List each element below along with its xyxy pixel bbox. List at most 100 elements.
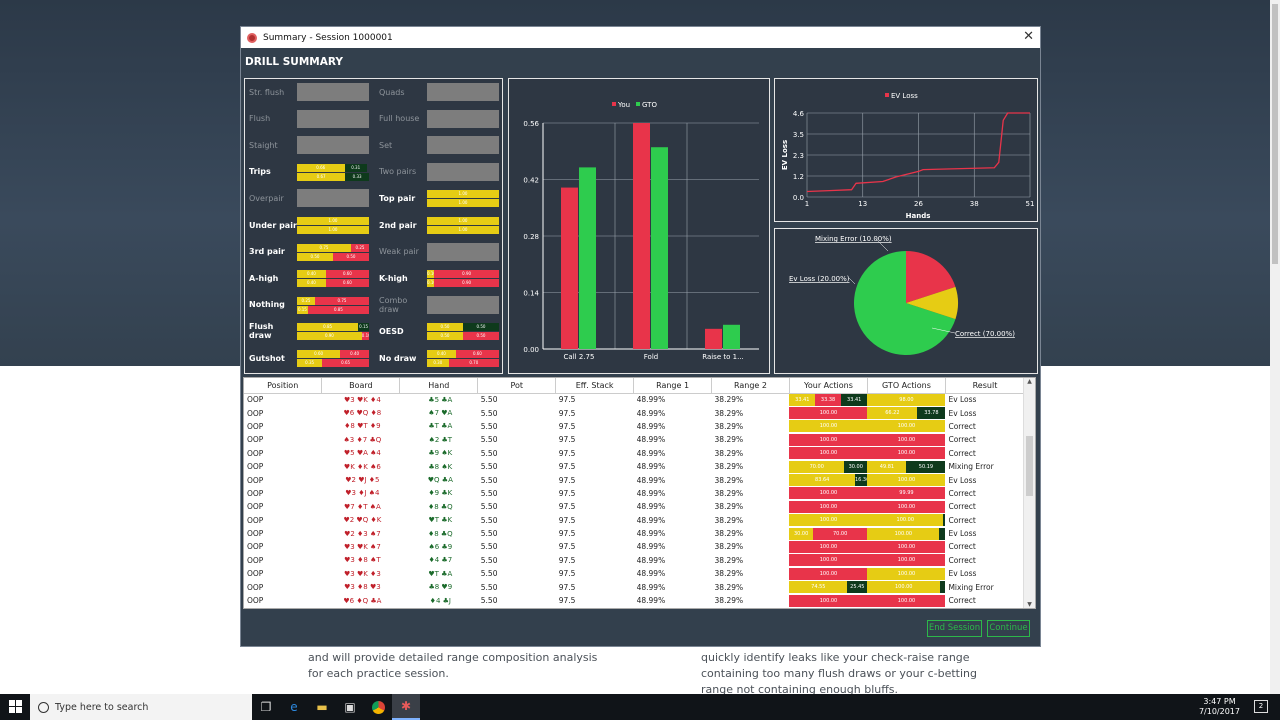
cell-r1: 48.99% [636, 596, 666, 606]
table-row[interactable]: OOP ♥6 ♦Q ♣A ♦4 ♣J 5.50 97.5 48.99% 38.29% 100.… [244, 594, 1025, 607]
column-header[interactable]: Position [244, 378, 323, 394]
table-row[interactable]: OOP ♥3 ♦J ♠4 ♦9 ♣K 5.50 97.5 48.99% 38.29% 100.… [244, 487, 1025, 500]
hand-class-staight: Staight [249, 133, 369, 157]
hand-class-set: Set [379, 133, 499, 157]
cell-pos: OOP [247, 395, 264, 405]
page-scrollbar-thumb[interactable] [1272, 4, 1278, 264]
hand-class-bar: 1.00 1.00 [297, 216, 369, 234]
action-cell: 100.00 [789, 500, 868, 513]
hand-class-label: Gutshot [249, 353, 285, 363]
table-row[interactable]: OOP ♥7 ♦T ♠A ♦8 ♣Q 5.50 97.5 48.99% 38.29% 100.… [244, 500, 1025, 513]
action-cell: 100.00 [789, 447, 868, 460]
table-row[interactable]: OOP ♥2 ♦3 ♠7 ♦8 ♣Q 5.50 97.5 48.99% 38.29% 30.0… [244, 527, 1025, 540]
table-row[interactable]: OOP ♠3 ♦7 ♣Q ♠2 ♣T 5.50 97.5 48.99% 38.29% 100.… [244, 433, 1025, 446]
line-xtick: 38 [970, 200, 979, 208]
action-segment: 70.00 [789, 460, 845, 473]
table-row[interactable]: OOP ♥6 ♥Q ♦8 ♠7 ♥A 5.50 97.5 48.99% 38.29% 100.… [244, 406, 1025, 420]
cell-result: Correct [948, 448, 976, 458]
pie-leader [874, 237, 889, 252]
notification-icon[interactable]: 2 [1254, 700, 1268, 713]
action-bar: 100.00 [867, 433, 946, 446]
action-cell: 100.00 [867, 527, 946, 540]
hand-class-segment: 0.25 [297, 296, 315, 305]
column-header[interactable]: Hand [399, 378, 479, 394]
hand-class-segment: 0.67 [297, 172, 346, 181]
hand-class-segment: 0.66 [297, 163, 345, 172]
hand-class-segment: 1.00 [427, 199, 499, 208]
column-header[interactable]: Range 2 [711, 378, 790, 394]
end-session-button[interactable]: End Session [927, 620, 982, 637]
taskbar-clock[interactable]: 3:47 PM 7/10/2017 [1199, 697, 1240, 717]
hand-class-segment: 0.60 [325, 270, 369, 279]
table-scrollbar[interactable]: ▲ ▼ [1023, 378, 1035, 608]
hand-class-two-pairs: Two pairs [379, 160, 499, 184]
cell-pot: 5.50 [480, 529, 498, 539]
windows-start-icon[interactable] [9, 700, 22, 713]
action-cell: 49.81 50.19 [867, 460, 946, 473]
edge-icon[interactable]: e [290, 700, 298, 714]
cell-board: ♠3 ♦7 ♣Q [343, 435, 382, 444]
taskbar-search[interactable]: Type here to search [30, 694, 252, 720]
scroll-up-icon[interactable]: ▲ [1027, 378, 1032, 385]
hand-class-segment: 0.60 [297, 350, 341, 358]
scroll-down-icon[interactable]: ▼ [1027, 601, 1032, 608]
cell-eff: 97.5 [558, 395, 576, 405]
table-row[interactable]: OOP ♥3 ♥K ♠7 ♠6 ♣9 5.50 97.5 48.99% 38.29% 100.… [244, 540, 1025, 553]
bar-you [633, 123, 650, 349]
table-row[interactable]: OOP ♥2 ♥Q ♦K ♥T ♣K 5.50 97.5 48.99% 38.29% 100.… [244, 514, 1025, 527]
table-row[interactable]: OOP ♥3 ♦8 ♥3 ♣8 ♥9 5.50 97.5 48.99% 38.29% 74.5… [244, 580, 1025, 594]
pie-leader [931, 327, 956, 334]
hand-class-label: Quads [379, 87, 405, 97]
hand-class-bar: 1.00 1.00 [427, 189, 499, 208]
cell-r2: 38.29% [714, 435, 744, 445]
cell-r1: 48.99% [636, 448, 666, 458]
table-row[interactable]: OOP ♥2 ♥J ♦5 ♥Q ♣A 5.50 97.5 48.99% 38.29% 83.6… [244, 473, 1025, 487]
cell-pos: OOP [247, 408, 264, 418]
table-row[interactable]: OOP ♥5 ♥A ♠4 ♣9 ♠K 5.50 97.5 48.99% 38.29% 100.… [244, 447, 1025, 460]
chrome-icon[interactable] [364, 694, 392, 720]
cell-eff: 97.5 [558, 582, 576, 592]
table-row[interactable]: OOP ♥3 ♦8 ♠T ♦4 ♣7 5.50 97.5 48.99% 38.29% 100.… [244, 554, 1025, 567]
drill-app-icon[interactable]: ✱ [392, 694, 420, 720]
task-view-icon[interactable]: ❐ [260, 700, 272, 714]
action-segment: 33.38 [815, 393, 841, 406]
hand-class-bar: 0.40 0.60 0.30 0.70 [427, 349, 499, 367]
action-segment: 50.19 [906, 460, 946, 473]
column-header[interactable]: GTO Actions [867, 378, 946, 394]
action-segment: 100.00 [789, 500, 868, 513]
store-icon[interactable]: ▣ [344, 700, 356, 714]
cell-pos: OOP [247, 435, 264, 445]
column-header[interactable]: Board [321, 378, 401, 394]
cell-pos: OOP [247, 462, 264, 472]
hand-class-bar: 1.00 1.00 [427, 216, 499, 234]
table-scrollbar-thumb[interactable] [1026, 436, 1033, 496]
action-cell: 74.55 25.45 [789, 580, 868, 594]
table-row[interactable]: OOP ♥3 ♥K ♦3 ♥T ♣A 5.50 97.5 48.99% 38.29% 100.… [244, 567, 1025, 580]
hand-class-segment: 0.30 [427, 359, 449, 367]
column-header[interactable]: Pot [477, 378, 557, 394]
legend-swatch [612, 102, 616, 106]
hand-class-segment: 0.35 [297, 359, 323, 367]
cell-r1: 48.99% [636, 435, 666, 445]
column-header[interactable]: Eff. Stack [555, 378, 635, 394]
file-explorer-icon[interactable]: ▬ [316, 700, 328, 714]
table-row[interactable]: OOP ♥3 ♥K ♦4 ♣5 ♣A 5.50 97.5 48.99% 38.29% 33.4… [244, 393, 1025, 406]
page-scrollbar[interactable] [1270, 0, 1280, 694]
cell-pot: 5.50 [480, 408, 498, 418]
hand-class-bar [297, 136, 369, 155]
line-ytick: 4.6 [793, 110, 805, 118]
cell-hand: ♣8 ♥9 [428, 583, 453, 592]
cell-pos: OOP [247, 502, 264, 512]
cell-hand: ♠7 ♥A [428, 409, 453, 418]
table-row[interactable]: OOP ♥K ♦K ♠6 ♣8 ♠K 5.50 97.5 48.99% 38.29% 70.0… [244, 460, 1025, 473]
column-header[interactable]: Result [945, 378, 1026, 394]
table-row[interactable]: OOP ♦8 ♥T ♦9 ♣T ♣A 5.50 97.5 48.99% 38.29% 100.… [244, 420, 1025, 433]
column-header[interactable]: Your Actions [789, 378, 868, 394]
pie-chart-svg: Correct (70.00%) Ev Loss (20.00%) Mixing E… [789, 235, 1015, 355]
action-bar: 100.00 [789, 433, 868, 446]
close-icon[interactable]: ✕ [1023, 29, 1034, 44]
hand-class-label: Staight [249, 140, 278, 150]
column-header[interactable]: Range 1 [633, 378, 713, 394]
pie-slice [906, 286, 958, 320]
continue-button[interactable]: Continue [987, 620, 1030, 637]
